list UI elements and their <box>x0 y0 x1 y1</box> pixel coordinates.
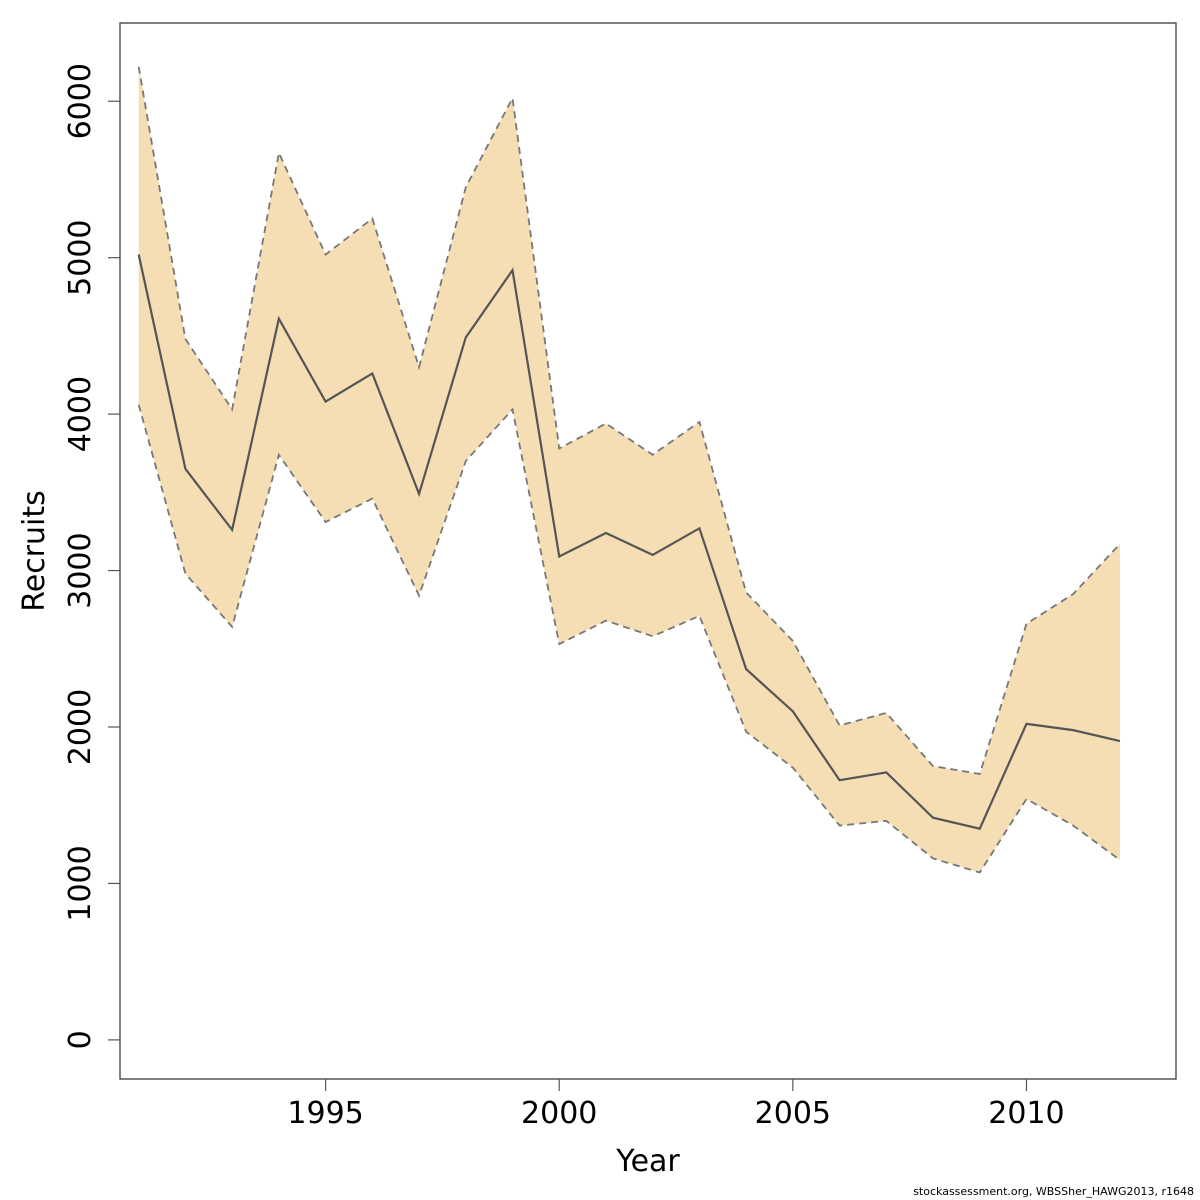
series-line-layer <box>137 66 1121 874</box>
confidence-band-layer <box>138 66 1120 873</box>
source-credit: stockassessment.org, WBSSher_HAWG2013, r… <box>913 1185 1194 1198</box>
y-tick-label: 6000 <box>63 63 98 139</box>
y-tick-label: 0 <box>63 1030 98 1049</box>
x-axis: 1995 2000 2005 2010 <box>287 1079 1065 1131</box>
plot-frame <box>119 22 1177 1080</box>
estimate-line <box>137 254 1121 830</box>
x-tick-label: 2005 <box>755 1096 831 1131</box>
y-tick-label: 3000 <box>63 532 98 608</box>
x-tick-label: 1995 <box>287 1096 363 1131</box>
y-tick-label: 5000 <box>63 219 98 295</box>
x-tick-label: 2000 <box>521 1096 597 1131</box>
lower-bound-line <box>137 404 1121 874</box>
confidence-band <box>138 66 1120 873</box>
x-tick-label: 2010 <box>988 1096 1064 1131</box>
y-tick-label: 4000 <box>63 376 98 452</box>
y-tick-label: 1000 <box>63 845 98 921</box>
y-tick-label: 2000 <box>63 689 98 765</box>
x-axis-title: Year <box>615 1144 680 1179</box>
y-axis: 0 1000 2000 3000 4000 5000 6000 <box>63 63 120 1049</box>
upper-bound-line <box>137 66 1121 775</box>
y-axis-title: Recruits <box>17 490 52 612</box>
